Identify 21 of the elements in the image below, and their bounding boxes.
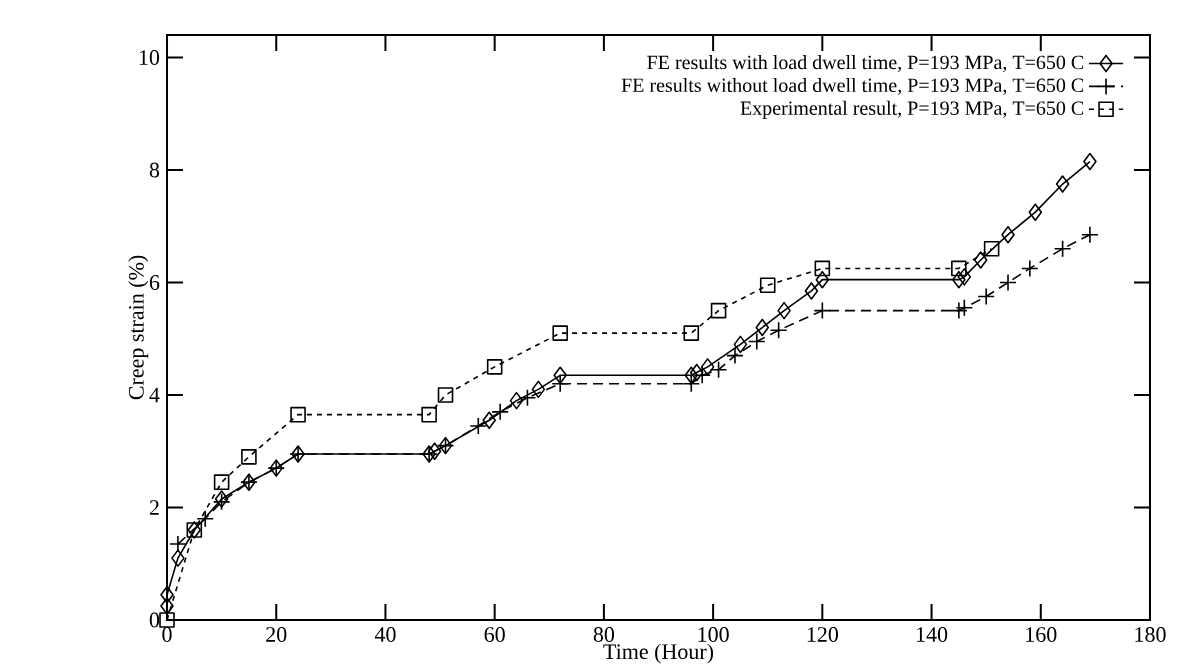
x-tick-label: 100 <box>698 627 729 642</box>
x-tick-label: 20 <box>266 627 287 642</box>
x-tick-label: 140 <box>917 627 948 642</box>
y-axis-title: Creep strain (%) <box>128 255 149 400</box>
x-axis-title: Time (Hour) <box>603 643 714 664</box>
y-tick-label: 10 <box>139 50 160 65</box>
x-tick-label: 180 <box>1135 627 1166 642</box>
legend-label: FE results without load dwell time, P=193 MPa, T=650 C <box>621 77 1084 95</box>
x-tick-label: 0 <box>162 627 172 642</box>
y-tick-label: 4 <box>149 387 160 403</box>
x-tick-label: 80 <box>593 627 615 642</box>
y-tick-label: 2 <box>149 500 159 515</box>
y-tick-label: 8 <box>149 162 160 178</box>
x-tick-label: 40 <box>374 627 396 642</box>
legend-label: Experimental result, P=193 MPa, T=650 C <box>740 100 1084 119</box>
x-tick-label: 60 <box>484 627 505 642</box>
y-tick-label: 0 <box>149 612 160 628</box>
x-tick-label: 120 <box>807 627 838 642</box>
y-tick-label: 6 <box>149 275 160 290</box>
x-tick-label: 160 <box>1026 627 1057 642</box>
legend-label: FE results with load dwell time, P=193 MPa, T=650 C <box>647 55 1084 73</box>
